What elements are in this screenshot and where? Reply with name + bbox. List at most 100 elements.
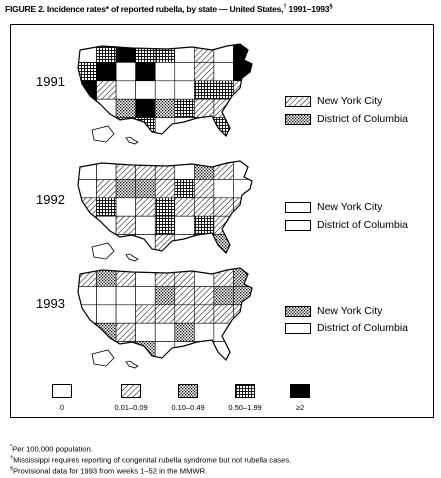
state-region xyxy=(96,98,117,118)
legend-label-1: 0.01–0.09 xyxy=(114,403,148,412)
state-region xyxy=(174,322,195,342)
state-region xyxy=(213,80,234,100)
state-region xyxy=(115,286,136,306)
footnote-3-mark: § xyxy=(10,466,14,472)
year-label-1991: 1991 xyxy=(36,74,65,89)
state-region xyxy=(174,341,195,360)
state-region xyxy=(174,179,195,199)
legend-label-4: ≥2 xyxy=(295,403,305,412)
footnote-1-text: Per 100,000 population. xyxy=(12,444,93,454)
state-region xyxy=(213,304,234,324)
state-region xyxy=(213,197,234,217)
state-region xyxy=(96,197,117,217)
state-region xyxy=(115,215,136,235)
state-region xyxy=(78,215,97,235)
state-region xyxy=(78,80,97,100)
state-region xyxy=(174,215,195,235)
state-region xyxy=(154,179,176,199)
title-section-mark: § xyxy=(329,4,333,11)
state-region xyxy=(194,234,215,253)
state-region xyxy=(135,44,156,63)
us-map-1993 xyxy=(77,267,253,369)
state-region xyxy=(194,197,215,217)
footnote-1: *Per 100,000 population. xyxy=(10,444,93,454)
year-label-1993: 1993 xyxy=(36,296,65,311)
state-region xyxy=(194,179,215,199)
footnote-2-mark: † xyxy=(10,455,14,461)
state-region xyxy=(115,304,136,324)
state-region xyxy=(194,268,215,287)
figure-title: FIGURE 2. Incidence rates* of reported r… xyxy=(5,4,439,14)
state-region xyxy=(194,62,215,82)
state-region xyxy=(78,197,97,217)
state-region xyxy=(194,98,215,118)
hawaii-inset xyxy=(125,360,139,369)
key-label-nyc-1991: New York City xyxy=(317,95,383,107)
state-region xyxy=(96,62,117,82)
state-region xyxy=(194,161,215,180)
state-region xyxy=(135,62,156,82)
state-region xyxy=(154,268,176,287)
legend-label-2: 0.10–0.49 xyxy=(171,403,205,412)
state-region xyxy=(233,322,252,342)
state-region xyxy=(154,80,176,100)
state-region xyxy=(135,286,156,306)
state-region xyxy=(194,341,215,360)
state-region xyxy=(115,322,136,342)
state-region xyxy=(194,286,215,306)
state-region xyxy=(233,341,252,360)
state-region xyxy=(96,80,117,100)
state-region xyxy=(194,215,215,235)
country-outline xyxy=(77,160,253,255)
legend-swatch-1 xyxy=(121,384,141,398)
legend-swatch-0 xyxy=(52,384,72,398)
state-region xyxy=(115,117,136,136)
legend-label-0: 0 xyxy=(59,403,65,412)
state-region xyxy=(115,197,136,217)
state-region xyxy=(174,117,195,136)
country-outline xyxy=(77,43,253,138)
key-label-nyc-1992: New York City xyxy=(317,201,383,213)
state-region xyxy=(135,304,156,324)
year-label-1992: 1992 xyxy=(36,192,65,207)
state-region xyxy=(154,215,176,235)
state-region xyxy=(233,215,252,235)
state-region xyxy=(115,179,136,199)
state-region xyxy=(233,117,252,136)
key-label-dc-1992: District of Columbia xyxy=(317,219,409,231)
footnote-1-mark: * xyxy=(10,444,13,450)
state-region xyxy=(233,304,252,324)
state-region xyxy=(96,304,117,324)
state-region xyxy=(154,161,176,180)
state-region xyxy=(213,179,234,199)
state-region xyxy=(135,215,156,235)
hawaii-inset xyxy=(125,253,139,262)
key-dc-1991: District of Columbia xyxy=(285,111,408,127)
key-label-dc-1991: District of Columbia xyxy=(317,113,409,125)
state-region xyxy=(135,268,156,287)
state-region xyxy=(194,80,215,100)
title-text: FIGURE 2. Incidence rates* of reported r… xyxy=(5,4,284,14)
state-region xyxy=(194,304,215,324)
state-region xyxy=(213,286,234,306)
key-swatch-nyc-1991 xyxy=(285,95,311,107)
state-region xyxy=(154,197,176,217)
state-region xyxy=(78,322,97,342)
state-region xyxy=(115,234,136,253)
state-region xyxy=(135,322,156,342)
key-nyc-1992: New York City xyxy=(285,199,382,215)
key-swatch-nyc-1993 xyxy=(285,305,311,317)
state-region xyxy=(233,197,252,217)
key-label-dc-1993: District of Columbia xyxy=(317,322,409,334)
key-dc-1993: District of Columbia xyxy=(285,320,408,336)
title-dagger: † xyxy=(283,4,287,11)
state-region xyxy=(154,304,176,324)
state-region xyxy=(96,286,117,306)
state-region xyxy=(135,197,156,217)
key-nyc-1993: New York City xyxy=(285,303,382,319)
state-region xyxy=(174,234,195,253)
state-region xyxy=(154,62,176,82)
key-swatch-nyc-1992 xyxy=(285,201,311,213)
state-region xyxy=(194,44,215,63)
state-region xyxy=(194,117,215,136)
